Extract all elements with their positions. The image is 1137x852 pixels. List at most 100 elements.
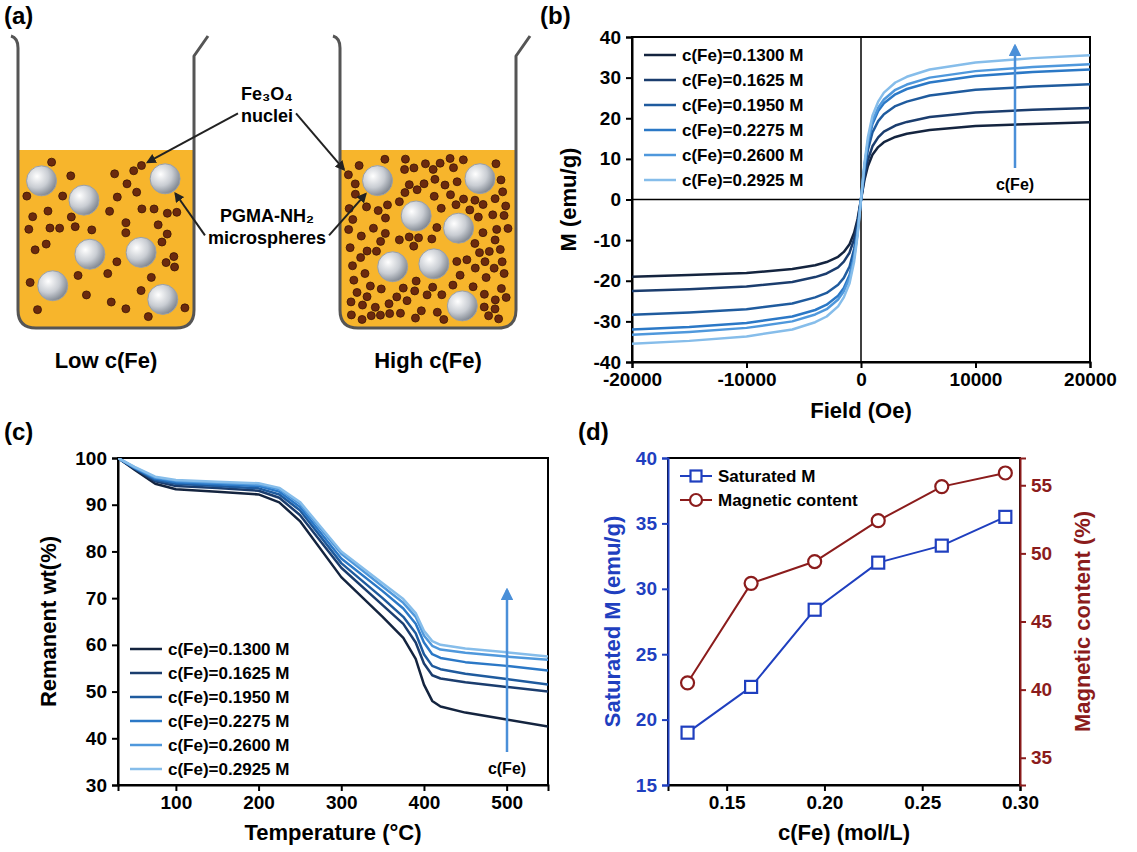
nucleus xyxy=(440,315,448,323)
tick-mark xyxy=(112,504,118,506)
nucleus xyxy=(170,253,178,261)
nucleus xyxy=(495,315,503,323)
axis-line xyxy=(1021,459,1027,786)
nucleus xyxy=(133,188,141,196)
tick: 90 xyxy=(86,494,118,515)
legend: c(Fe)=0.1300 Mc(Fe)=0.1625 Mc(Fe)=0.1950… xyxy=(644,46,803,190)
tick-mark xyxy=(626,280,632,282)
annotation: c(Fe) xyxy=(488,760,526,777)
tick-label: 70 xyxy=(86,588,107,609)
nucleus xyxy=(367,312,375,320)
legend-label: c(Fe)=0.2275 M xyxy=(168,712,289,731)
microsphere xyxy=(419,249,449,279)
panel-label: (a) xyxy=(4,2,33,29)
figure: (a)Low c(Fe)High c(Fe)Fe₃O₄nucleiPGMA-NH… xyxy=(0,0,1137,852)
nucleus xyxy=(377,237,385,245)
marker xyxy=(682,727,694,739)
nucleus xyxy=(381,229,389,237)
nucleus xyxy=(46,224,54,232)
y-axis-title: Saturated M (emu/g) xyxy=(600,516,625,727)
nucleus xyxy=(405,181,413,189)
tick: 40 xyxy=(1020,679,1052,700)
tick-label: 300 xyxy=(326,792,358,813)
tick: 25 xyxy=(636,644,668,665)
tick: 40 xyxy=(636,448,668,469)
arrow xyxy=(148,113,238,162)
nucleus xyxy=(357,254,365,262)
marker xyxy=(936,540,948,552)
tick-label: 30 xyxy=(86,775,107,796)
nucleus xyxy=(428,235,436,243)
beaker-label: Low c(Fe) xyxy=(55,348,158,373)
beaker-label: High c(Fe) xyxy=(374,348,482,373)
tick-label: 50 xyxy=(86,681,107,702)
series-line xyxy=(118,458,548,727)
tick-mark xyxy=(662,458,668,460)
label-microspheres-line: microspheres xyxy=(208,228,326,248)
arrow xyxy=(296,113,344,169)
nucleus xyxy=(42,240,50,248)
axis-line xyxy=(119,786,549,792)
legend-swatch xyxy=(130,720,162,723)
tick: 60 xyxy=(86,634,118,655)
nucleus xyxy=(163,230,171,238)
nucleus xyxy=(490,264,498,272)
tick-label: 55 xyxy=(1031,475,1053,496)
marker xyxy=(935,480,948,493)
tick-mark xyxy=(1020,689,1026,691)
tick: 35 xyxy=(636,513,668,534)
axis-line xyxy=(669,786,1021,792)
nucleus xyxy=(500,211,508,219)
nucleus xyxy=(492,160,500,168)
legend-label: Saturated M xyxy=(718,467,815,486)
nucleus xyxy=(479,229,487,237)
series-line xyxy=(118,458,548,660)
label-nuclei-line: Fe₃O₄ xyxy=(241,84,293,104)
tick-mark xyxy=(1020,757,1026,759)
tick: 55 xyxy=(1020,475,1053,496)
tick-mark xyxy=(258,785,260,791)
tick-mark xyxy=(112,644,118,646)
microsphere xyxy=(444,213,474,243)
tick-mark xyxy=(112,738,118,740)
nucleus xyxy=(366,282,374,290)
nucleus xyxy=(111,170,119,178)
nucleus xyxy=(395,198,403,206)
nucleus xyxy=(471,264,479,272)
nucleus xyxy=(67,172,75,180)
tick: -30 xyxy=(594,311,632,332)
panel-d: 0.150.200.250.301520253035403540455055Sa… xyxy=(578,418,1095,845)
tick-label: 20000 xyxy=(1064,369,1117,390)
nucleus xyxy=(357,232,365,240)
nucleus xyxy=(386,310,394,318)
plot-frame xyxy=(632,37,1090,362)
nucleus xyxy=(480,290,488,298)
nucleus xyxy=(173,208,181,216)
nucleus xyxy=(137,287,145,295)
nucleus xyxy=(437,204,445,212)
y-axis-title: M (emu/g) xyxy=(556,148,581,252)
x-axis-title: Temperature (°C) xyxy=(244,820,421,845)
tick: -10 xyxy=(594,230,632,251)
tick-label: 10000 xyxy=(950,369,1003,390)
legend-label: c(Fe)=0.2925 M xyxy=(682,171,803,190)
nucleus xyxy=(59,192,67,200)
series-line xyxy=(688,473,1006,683)
nucleus xyxy=(346,244,354,252)
legend-label: Magnetic content xyxy=(718,491,858,510)
tick: -40 xyxy=(594,352,632,373)
nucleus xyxy=(474,213,482,221)
nucleus xyxy=(449,281,457,289)
nucleus xyxy=(372,247,380,255)
nucleus xyxy=(353,288,361,296)
nucleus xyxy=(401,165,409,173)
nucleus xyxy=(359,301,367,309)
tick-mark xyxy=(423,785,425,791)
tick: 30 xyxy=(86,775,118,796)
microsphere xyxy=(150,164,180,194)
nucleus xyxy=(420,180,428,188)
label-microspheres: PGMA-NH₂microspheres xyxy=(208,206,326,248)
tick: 35 xyxy=(1020,747,1053,768)
nucleus xyxy=(401,155,409,163)
nucleus xyxy=(453,178,461,186)
